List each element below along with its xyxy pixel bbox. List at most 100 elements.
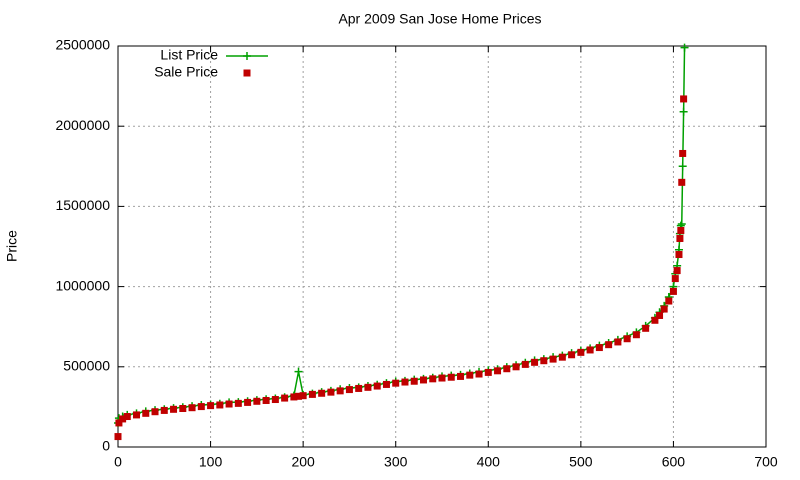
sale-price-point — [225, 400, 233, 408]
sale-price-point — [345, 386, 353, 394]
sale-price-point — [355, 384, 363, 392]
y-tick-label: 1000000 — [55, 277, 110, 293]
sale-price-point — [392, 379, 400, 387]
list-price-point — [677, 220, 686, 229]
sale-price-point — [531, 358, 539, 366]
sale-price-point — [438, 374, 446, 382]
sale-price-point — [234, 399, 242, 407]
sale-price-point — [457, 372, 465, 380]
sale-price-point — [632, 331, 640, 339]
sale-price-point — [401, 378, 409, 386]
sale-price-point — [673, 267, 681, 275]
legend-label: List Price — [160, 47, 218, 63]
sale-price-point — [170, 405, 178, 413]
sale-price-point — [540, 357, 548, 365]
sale-price-point — [512, 363, 520, 371]
sale-price-point — [671, 275, 679, 283]
sale-price-point — [494, 367, 502, 375]
sale-price-point — [549, 355, 557, 363]
sale-price-point — [308, 390, 316, 398]
sale-price-point — [262, 396, 270, 404]
sale-price-point — [675, 251, 683, 259]
y-tick-label: 0 — [102, 438, 110, 454]
sale-price-point — [679, 149, 687, 157]
x-tick-label: 100 — [199, 454, 223, 470]
sale-price-point — [651, 316, 659, 324]
sale-price-point — [586, 346, 594, 354]
sale-price-point — [151, 408, 159, 416]
sale-price-point — [197, 403, 205, 411]
sale-price-point — [676, 234, 684, 242]
sale-price-point — [429, 375, 437, 383]
sale-price-point — [364, 383, 372, 391]
x-tick-label: 300 — [384, 454, 408, 470]
sale-price-point — [179, 405, 187, 413]
sale-price-point — [475, 370, 483, 378]
y-tick-label: 2000000 — [55, 117, 110, 133]
sale-price-point — [656, 311, 664, 319]
sale-price-point — [558, 353, 566, 361]
sale-price-point — [503, 365, 511, 373]
sale-price-point — [271, 396, 279, 404]
x-tick-label: 200 — [291, 454, 315, 470]
sale-price-point — [114, 433, 122, 441]
sale-price-point — [677, 226, 685, 234]
y-axis-label: Price — [4, 230, 20, 262]
x-tick-label: 700 — [754, 454, 778, 470]
sale-price-point — [419, 376, 427, 384]
y-tick-label: 500000 — [63, 358, 110, 374]
sale-price-point — [336, 387, 344, 395]
sale-price-point — [568, 351, 576, 359]
sale-price-point — [447, 373, 455, 381]
sale-price-point — [253, 397, 261, 405]
x-tick-label: 0 — [114, 454, 122, 470]
legend-marker — [243, 69, 251, 77]
sale-price-point — [160, 406, 168, 414]
sale-price-point — [216, 401, 224, 409]
sale-price-point — [665, 297, 673, 305]
sale-price-point — [410, 377, 418, 385]
sale-price-point — [382, 380, 390, 388]
sale-price-point — [521, 360, 529, 368]
sale-price-point — [188, 404, 196, 412]
x-tick-label: 400 — [477, 454, 501, 470]
y-tick-label: 1500000 — [55, 197, 110, 213]
list-price-point — [678, 162, 687, 171]
plot-frame — [117, 45, 767, 448]
sale-price-point — [669, 287, 677, 295]
sale-price-point — [327, 388, 335, 396]
sale-price-point — [623, 335, 631, 343]
y-tick-label: 2500000 — [55, 37, 110, 53]
sale-price-point — [660, 305, 668, 313]
sale-price-point — [595, 344, 603, 352]
x-tick-label: 500 — [569, 454, 593, 470]
x-tick-label: 600 — [662, 454, 686, 470]
sale-price-point — [142, 409, 150, 417]
sale-price-point — [577, 348, 585, 356]
sale-price-point — [605, 341, 613, 349]
sale-price-point — [373, 382, 381, 390]
sale-price-point — [466, 371, 474, 379]
legend-label: Sale Price — [154, 64, 218, 80]
chart-title: Apr 2009 San Jose Home Prices — [338, 11, 541, 27]
sale-price-point — [299, 392, 307, 400]
list-price-point — [680, 43, 689, 52]
sale-price-point — [484, 368, 492, 376]
sale-price-point — [119, 415, 127, 423]
sale-price-point — [207, 402, 215, 410]
sale-price-point — [295, 392, 303, 400]
sale-price-point — [133, 411, 141, 419]
sale-price-point — [244, 398, 252, 406]
sale-price-point — [115, 419, 123, 427]
sale-price-point — [642, 324, 650, 332]
sale-price-point — [680, 95, 688, 103]
legend-marker — [243, 52, 251, 60]
list-price-point — [294, 367, 303, 376]
sale-price-point — [678, 178, 686, 186]
sale-price-point — [290, 393, 298, 401]
sale-price-point — [123, 413, 131, 421]
sale-price-point — [281, 394, 289, 402]
sale-price-point — [318, 389, 326, 397]
list-price-point — [679, 107, 688, 116]
